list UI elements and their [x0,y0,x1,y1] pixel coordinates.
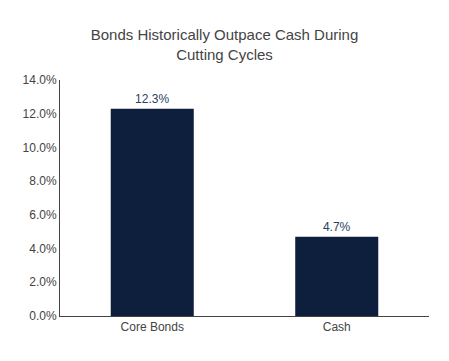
svg-text:4.7%: 4.7% [323,220,351,234]
svg-text:14.0%: 14.0% [23,73,57,87]
svg-text:6.0%: 6.0% [29,208,57,222]
svg-text:4.0%: 4.0% [29,242,57,256]
svg-text:12.3%: 12.3% [135,92,169,106]
svg-text:8.0%: 8.0% [29,174,57,188]
svg-text:12.0%: 12.0% [23,107,57,121]
svg-text:2.0%: 2.0% [29,275,57,289]
svg-text:10.0%: 10.0% [23,141,57,155]
svg-text:Core Bonds: Core Bonds [121,320,184,334]
svg-text:Cash: Cash [323,320,351,334]
svg-text:Bonds Historically Outpace Cas: Bonds Historically Outpace Cash DuringCu… [91,26,359,63]
svg-text:0.0%: 0.0% [29,309,57,323]
